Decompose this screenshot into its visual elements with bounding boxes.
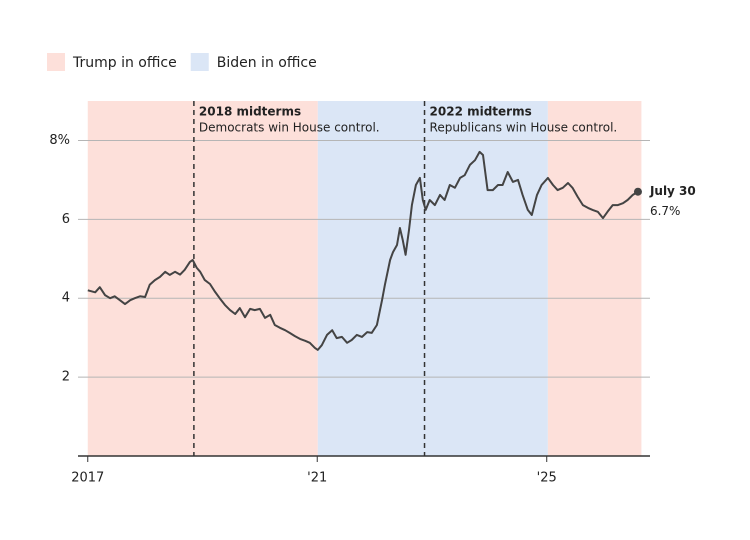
shaded-period [547, 101, 642, 456]
end-point [633, 187, 642, 196]
end-value-label: 6.7% [650, 204, 681, 218]
annotation-text: Democrats win House control. [199, 121, 380, 135]
legend-label: Trump in office [72, 55, 177, 71]
x-tick-label: '25 [537, 471, 557, 486]
line [87, 150, 639, 351]
y-tick-label: 4 [62, 291, 70, 306]
legend-swatch [47, 53, 65, 71]
end-date-label: July 30 [649, 184, 696, 198]
legend-label: Biden in office [217, 55, 317, 71]
annotation-title: 2018 midterms [199, 105, 301, 119]
y-tick-label: 8% [49, 133, 70, 148]
annotation-text: Republicans win House control. [430, 121, 618, 135]
annotation-title: 2022 midterms [430, 105, 532, 119]
y-tick-label: 6 [62, 212, 70, 227]
shaded-period [317, 101, 548, 456]
legend-swatch [190, 53, 209, 71]
x-tick-label: 2017 [71, 471, 104, 486]
y-tick-label: 2 [62, 370, 70, 385]
x-tick-label: '21 [307, 471, 327, 486]
